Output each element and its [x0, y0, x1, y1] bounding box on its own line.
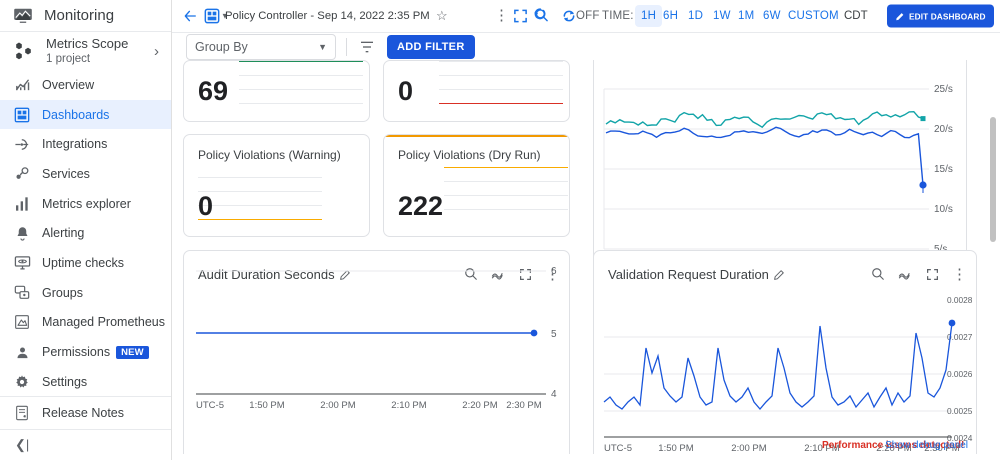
svg-text:2:10 PM: 2:10 PM [391, 400, 426, 411]
svg-text:15/s: 15/s [934, 164, 953, 175]
svg-text:2:00 PM: 2:00 PM [320, 400, 355, 411]
svg-text:5: 5 [551, 329, 557, 340]
svg-text:0.0026: 0.0026 [947, 369, 973, 379]
svg-text:10/s: 10/s [934, 204, 953, 215]
svg-text:2:30 PM: 2:30 PM [506, 400, 541, 411]
svg-text:25/s: 25/s [934, 84, 953, 95]
svg-text:UTC-5: UTC-5 [604, 443, 632, 454]
svg-text:2:00 PM: 2:00 PM [731, 443, 766, 454]
svg-text:UTC-5: UTC-5 [196, 400, 224, 411]
svg-text:4: 4 [551, 389, 557, 400]
svg-text:6: 6 [551, 266, 557, 277]
svg-text:20/s: 20/s [934, 124, 953, 135]
svg-text:1:50 PM: 1:50 PM [249, 400, 284, 411]
svg-text:0.0028: 0.0028 [947, 295, 973, 305]
svg-text:1:50 PM: 1:50 PM [658, 443, 693, 454]
svg-text:0.0025: 0.0025 [947, 406, 973, 416]
svg-text:2:20 PM: 2:20 PM [462, 400, 497, 411]
